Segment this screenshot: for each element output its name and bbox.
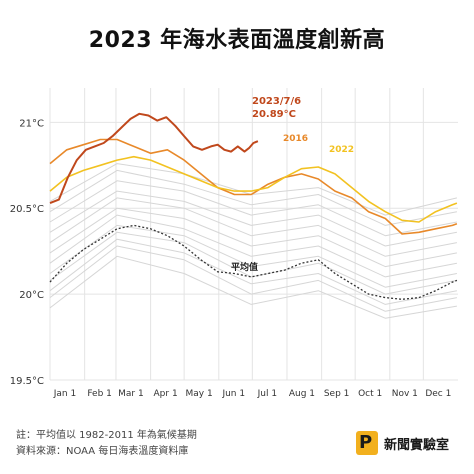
past-year-line <box>49 163 458 216</box>
past-year-line <box>49 180 457 237</box>
past-year-line <box>49 255 457 319</box>
annotation-average: 平均值 <box>231 261 258 273</box>
highlight-series-layer <box>49 112 458 300</box>
past-year-line <box>49 224 457 288</box>
past-year-line <box>49 231 457 295</box>
y-tick-label: 21°C <box>19 118 44 129</box>
past-years-layer <box>49 163 458 319</box>
x-tick-label: Feb 1 <box>87 389 112 399</box>
publisher-logo: P 新聞實驗室 <box>356 430 449 456</box>
x-tick-label: Jul 1 <box>257 389 277 399</box>
x-tick-label: Jan 1 <box>53 389 76 399</box>
y-tick-label: 19.5°C <box>10 376 44 387</box>
past-year-line <box>49 190 457 247</box>
logo-text: 新聞實驗室 <box>384 437 450 453</box>
past-year-line <box>49 245 457 312</box>
past-year-line <box>49 238 457 305</box>
logo-mark-icon: P <box>356 431 378 455</box>
x-tick-label: Mar 1 <box>118 389 144 399</box>
y-tick-label: 20.5°C <box>10 204 44 215</box>
y-tick-label: 20°C <box>19 290 44 301</box>
tick-label-layer: 21°C 20.5°C 20°C 19.5°C Jan 1 Feb 1 Mar 1 Apr 1… <box>10 118 452 399</box>
x-tick-label: Sep 1 <box>324 389 350 399</box>
annotation-2022: 2022 <box>329 145 354 155</box>
x-tick-label: Dec 1 <box>425 389 451 399</box>
past-year-line <box>49 214 457 278</box>
x-tick-label: Aug 1 <box>289 389 315 399</box>
past-year-line <box>49 207 457 268</box>
past-year-line <box>49 169 457 226</box>
footer-notes: 註：平均值以 1982-2011 年為氣候基期 資料來源：NOAA 每日海表溫度… <box>16 428 197 460</box>
annotation-2016: 2016 <box>283 134 308 144</box>
page-title: 2023 年海水表面溫度創新高 <box>88 28 386 53</box>
annotation-2023-value: 20.89°C <box>252 109 296 120</box>
x-tick-label: May 1 <box>186 389 213 399</box>
footnote: 註：平均值以 1982-2011 年為氣候基期 <box>16 430 197 441</box>
source-note: 資料來源：NOAA 每日海表溫度資料庫 <box>16 446 189 457</box>
annotation-2023-date: 2023/7/6 <box>252 96 301 107</box>
average-line <box>49 224 458 300</box>
series-2022-line <box>49 155 458 223</box>
logo-mark-letter: P <box>359 432 373 453</box>
annotation-layer: 2023/7/6 20.89°C 2016 2022 平均值 <box>231 96 354 273</box>
x-tick-label: Apr 1 <box>154 389 178 399</box>
series-2023-line <box>49 112 259 205</box>
x-tick-label: Nov 1 <box>392 389 418 399</box>
past-year-line <box>49 197 457 257</box>
x-tick-label: Oct 1 <box>358 389 382 399</box>
x-tick-label: Jun 1 <box>221 389 245 399</box>
